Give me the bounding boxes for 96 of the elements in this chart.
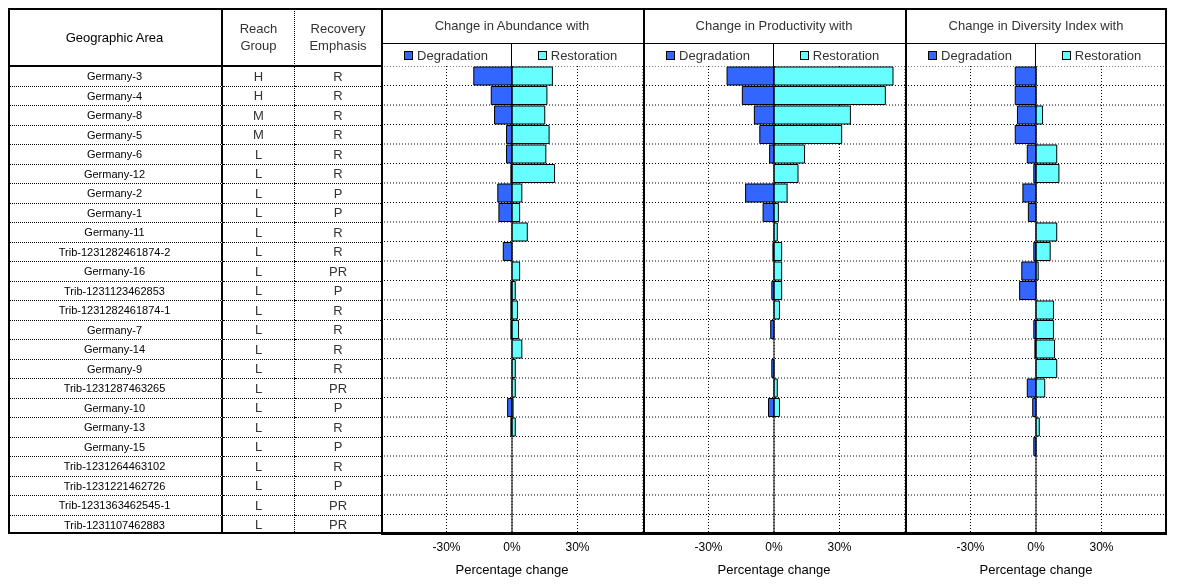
category-label: Trib-1231282461874-2 [8,241,223,261]
category-label: Germany-3 [8,66,223,86]
category-label: Trib-1231264463102 [8,456,223,476]
text: L [223,280,295,300]
text: PR [295,261,381,281]
text: L [223,319,295,339]
legend-label: Degradation [679,47,750,63]
text: L [223,475,295,495]
x-tick-label: -30% [432,539,461,554]
chart-title: Change in Productivity with [643,8,905,44]
text: R [295,163,381,183]
text: R [295,66,381,86]
x-tick-label: 0% [503,539,521,554]
text: L [223,241,295,261]
category-label: Trib-1231107462883 [8,514,223,534]
text: PR [295,514,381,534]
category-label: Germany-16 [8,261,223,281]
legend-label: Restoration [1074,47,1142,63]
text: PR [295,378,381,398]
text: L [223,163,295,183]
category-label: Germany-10 [8,397,223,417]
legend-label: Restoration [812,47,880,63]
x-axis-title: Percentage change [717,562,831,577]
chart-title: Change in Abundance with [381,8,643,44]
x-tick-label: 0% [1027,539,1045,554]
text: P [295,183,381,203]
text: L [223,358,295,378]
legend-label: Degradation [417,47,488,63]
text: L [223,202,295,222]
text: L [223,378,295,398]
text: L [223,436,295,456]
x-tick-label: -30% [694,539,723,554]
text: Geographic Area [8,8,223,66]
category-label: Germany-15 [8,436,223,456]
text: PR [295,495,381,515]
text: M [223,105,295,125]
text: P [295,202,381,222]
category-label: Germany-6 [8,144,223,164]
text: R [295,417,381,437]
text: L [223,261,295,281]
text: R [295,241,381,261]
category-label: Germany-8 [8,105,223,125]
category-label: Trib-1231287463265 [8,378,223,398]
legend-label: Degradation [941,47,1012,63]
text: L [223,514,295,534]
text: P [295,397,381,417]
text: R [295,339,381,359]
text: R [295,358,381,378]
category-label: Germany-9 [8,358,223,378]
x-tick-label: 30% [1089,539,1114,554]
chart-title: Change in Diversity Index with [905,8,1167,44]
category-label: Germany-2 [8,183,223,203]
text: R [295,144,381,164]
text: P [295,280,381,300]
text: L [223,495,295,515]
text: L [223,339,295,359]
x-axis-title: Percentage change [979,562,1093,577]
text: R [295,319,381,339]
text: L [223,397,295,417]
category-label: Germany-13 [8,417,223,437]
category-label: Trib-1231221462726 [8,475,223,495]
x-axis-title: Percentage change [455,562,569,577]
category-label: Germany-7 [8,319,223,339]
text: Reach Group [223,8,295,66]
text: Recovery Emphasis [308,20,368,55]
text: R [295,456,381,476]
text: L [223,144,295,164]
text: R [295,300,381,320]
text: L [223,222,295,242]
x-tick-label: 30% [827,539,852,554]
text: H [223,85,295,105]
text: L [223,300,295,320]
category-label: Germany-5 [8,124,223,144]
text: M [223,124,295,144]
category-label: Germany-11 [8,222,223,242]
text: H [223,66,295,86]
category-label: Trib-1231363462545-1 [8,495,223,515]
text: R [295,85,381,105]
x-tick-label: 30% [565,539,590,554]
text: P [295,475,381,495]
category-label: Trib-1231123462853 [8,280,223,300]
x-tick-label: -30% [956,539,985,554]
text: R [295,124,381,144]
category-label: Germany-12 [8,163,223,183]
text: L [223,456,295,476]
category-label: Trib-1231282461874-1 [8,300,223,320]
text: L [223,417,295,437]
category-label: Germany-1 [8,202,223,222]
text: R [295,222,381,242]
legend-label: Restoration [550,47,618,63]
category-label: Germany-14 [8,339,223,359]
text: R [295,105,381,125]
x-tick-label: 0% [765,539,783,554]
text: P [295,436,381,456]
category-label: Germany-4 [8,85,223,105]
text: L [223,183,295,203]
